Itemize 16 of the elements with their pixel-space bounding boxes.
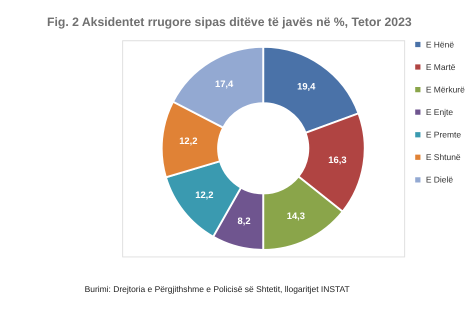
legend-label: E Mërkurë [426, 84, 466, 94]
legend-label: E Dielë [426, 174, 454, 185]
legend-label: E Enjte [426, 106, 454, 117]
data-label: 12,2 [179, 135, 198, 146]
text: Burimi: Drejtoria e Përgjithshme e Policisë së Shtetit, llogaritjet INSTAT [84, 284, 350, 294]
data-label: 16,3 [328, 154, 347, 166]
data-label: 17,4 [214, 78, 234, 89]
data-label: 14,3 [286, 210, 305, 221]
legend-label: E Shtunë [426, 152, 461, 162]
data-label: 8,2 [238, 214, 251, 226]
chart-title: Fig. 2 Aksidentet rrugore sipas ditëve të javës në %, Tetor 2023 [47, 15, 412, 30]
legend-label: E Hënë [426, 39, 454, 50]
data-label: 19,4 [297, 80, 316, 92]
legend-label: E Martë [426, 62, 456, 72]
data-label: 12,2 [195, 189, 214, 200]
legend-label: E Premte [426, 130, 462, 140]
